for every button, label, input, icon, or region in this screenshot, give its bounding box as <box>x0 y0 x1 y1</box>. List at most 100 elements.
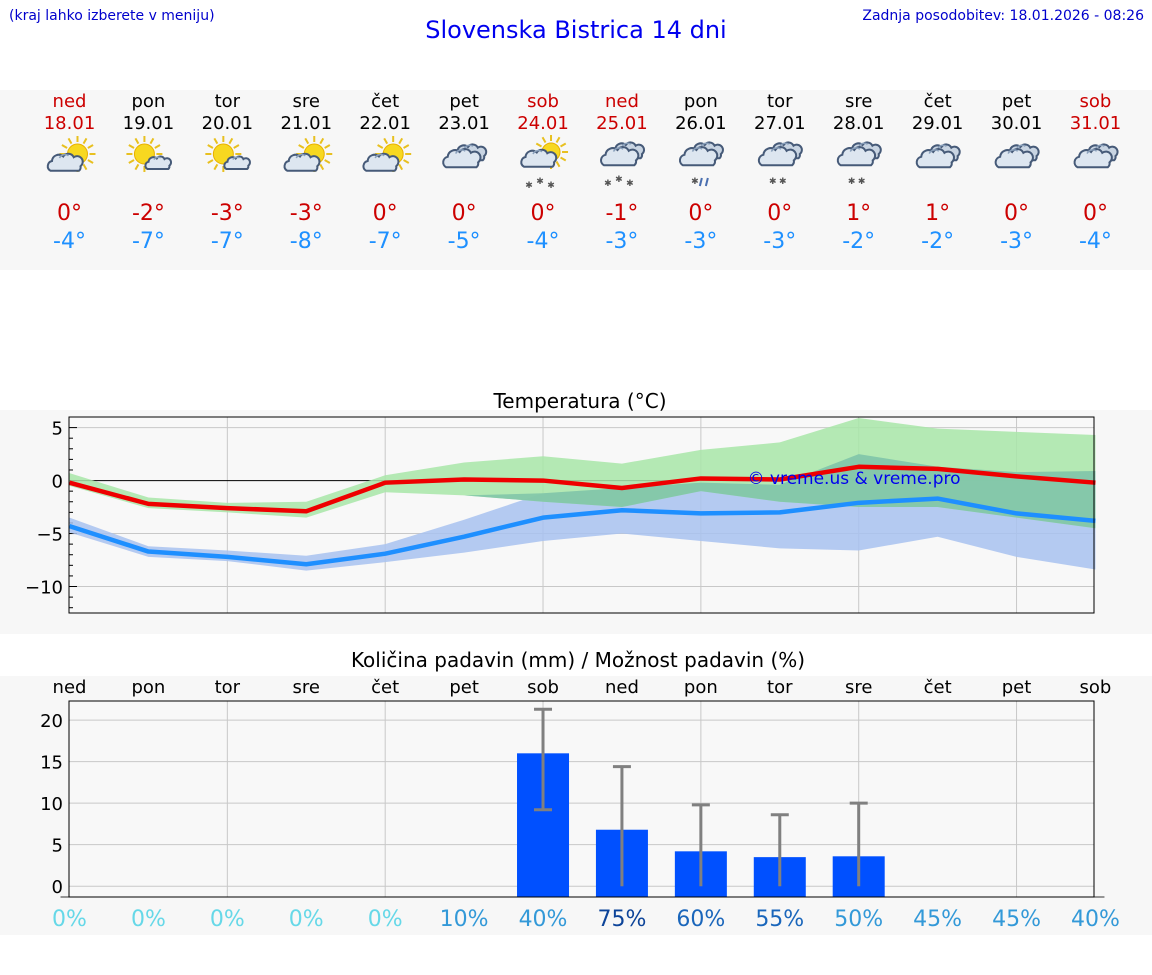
sun-small-cloud-icon <box>126 136 173 172</box>
tmax-line <box>68 464 1096 514</box>
sun-ray <box>377 144 384 149</box>
cloud-shape <box>994 148 1034 169</box>
x-category-label: tor <box>767 677 793 698</box>
day-name: čet <box>371 91 399 112</box>
cloud-shape <box>283 152 321 172</box>
tmin-value: -3° <box>1000 229 1033 254</box>
y-tick-label: 5 <box>52 836 63 857</box>
day-date: 29.01 <box>912 113 964 134</box>
precip-probability: 40% <box>519 907 568 932</box>
day-date: 23.01 <box>438 113 490 134</box>
day-name: pon <box>131 91 165 112</box>
sun-ray <box>228 137 234 145</box>
cloud-highlight <box>1007 149 1019 155</box>
rain-drop <box>704 177 709 187</box>
cloud-highlight <box>1095 144 1105 149</box>
overlap-band <box>69 454 1096 529</box>
sun-ray <box>213 137 219 145</box>
rain-drop <box>698 177 703 187</box>
sun-ray <box>324 144 331 149</box>
precip-probability: 60% <box>676 907 725 932</box>
tmax-value: 1° <box>846 201 871 226</box>
tmax-value: -1° <box>605 201 638 226</box>
tmax-value: 0° <box>1004 201 1029 226</box>
tmax-value: 0° <box>373 201 398 226</box>
x-category-label: sre <box>845 677 872 698</box>
day-date: 21.01 <box>280 113 332 134</box>
sun-ray <box>403 144 410 149</box>
sun-ray <box>324 159 331 164</box>
sun-ray <box>319 163 325 171</box>
sun-ray <box>149 137 155 145</box>
x-category-label: pon <box>684 677 718 698</box>
day-name: tor <box>215 91 241 112</box>
sun-ray <box>61 144 68 149</box>
watermark: © vreme.us & vreme.pro <box>747 469 960 489</box>
cloud-highlight <box>700 142 711 147</box>
sun-cloud-icon <box>46 136 96 172</box>
cloud-highlight <box>374 153 385 159</box>
day-name: pet <box>449 91 479 112</box>
temperature-chart: Temperatura (°C) 5 0 −5 −10 © vreme.us & vrem… <box>25 389 1096 614</box>
snowflake: ✱ <box>604 179 612 189</box>
snowflake: ✱ <box>536 177 544 187</box>
day-name: pet <box>1002 91 1032 112</box>
x-category-label: sob <box>1080 677 1112 698</box>
precip-probability: 0% <box>210 907 245 932</box>
x-category-label: tor <box>215 677 241 698</box>
tmax-value: 0° <box>531 201 556 226</box>
y-tick-label: 20 <box>40 711 63 732</box>
cloud-highlight <box>937 144 947 149</box>
sun-ray <box>398 137 404 145</box>
last-update: Zadnja posodobitev: 18.01.2026 - 08:26 <box>862 8 1144 24</box>
cloud-highlight <box>928 149 940 155</box>
x-category-label: pet <box>1002 677 1032 698</box>
tmin-value: -5° <box>448 229 481 254</box>
sun-ray <box>233 144 240 149</box>
y-tick-label: 5 <box>52 419 63 440</box>
cloud-highlight <box>153 156 162 161</box>
tmin-value: -3° <box>684 229 717 254</box>
day-name: čet <box>924 91 952 112</box>
precip-chart: Količina padavin (mm) / Možnost padavin … <box>40 648 1120 932</box>
x-category-label: čet <box>371 677 399 698</box>
tmax-value: 0° <box>1083 201 1108 226</box>
sun-ray <box>319 137 325 145</box>
location-hint: (kraj lahko izberete v meniju) <box>9 8 215 24</box>
sun-ray <box>560 156 567 162</box>
sun-ray <box>87 159 94 164</box>
tmax-value: 1° <box>925 201 950 226</box>
cloud-highlight <box>463 144 474 149</box>
precip-probability: 45% <box>992 907 1041 932</box>
precip-probability: 75% <box>597 907 646 932</box>
y-tick-label: 0 <box>52 472 63 493</box>
day-name: sre <box>293 91 320 112</box>
cloud-highlight <box>58 153 69 159</box>
sun-ray <box>298 144 305 149</box>
cloud-shape <box>144 155 173 170</box>
x-category-label: sre <box>293 677 320 698</box>
cloud-highlight <box>770 147 782 153</box>
sun-ray <box>128 159 135 164</box>
snowflake: ✱ <box>626 179 634 189</box>
cloud-highlight <box>612 147 624 153</box>
sun-ray <box>207 159 214 164</box>
cloud-highlight <box>621 142 632 147</box>
sun-ray <box>555 161 561 168</box>
sun-ray <box>134 137 140 145</box>
tmax-value: 0° <box>767 201 792 226</box>
temperature-title: Temperatura (°C) <box>492 389 666 413</box>
x-category-label: sob <box>527 677 559 698</box>
sun-ray <box>67 137 73 145</box>
cloudy-icon <box>915 143 961 169</box>
sun-ray <box>128 144 135 149</box>
sun-ray <box>154 144 161 149</box>
sun-ray <box>535 142 542 148</box>
x-category-label: ned <box>605 677 639 698</box>
